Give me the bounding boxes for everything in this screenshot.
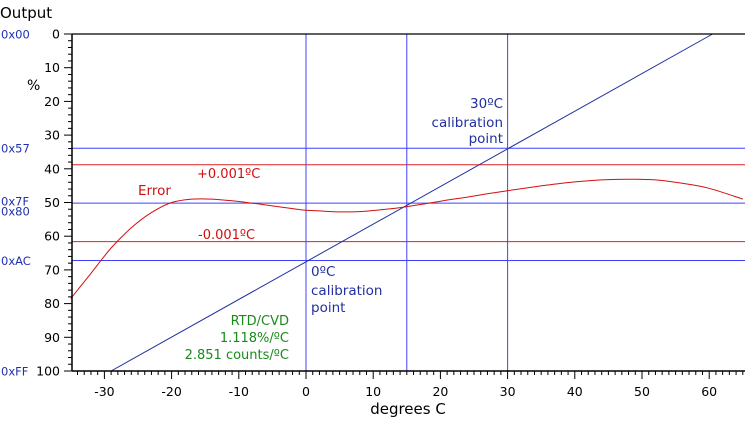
plus-error-limit-label: +0.001ºC bbox=[197, 167, 260, 182]
error-series-line bbox=[70, 178, 743, 299]
cal30-label-word: calibration bbox=[432, 115, 503, 131]
y-tick-label: 60 bbox=[44, 229, 60, 244]
y-tick-label: 90 bbox=[44, 330, 60, 345]
y-tick-label: 0 bbox=[52, 27, 60, 42]
chart-title: Output bbox=[0, 4, 52, 22]
y-tick-label: 100 bbox=[36, 364, 60, 379]
y-tick-label: 80 bbox=[44, 296, 60, 311]
x-tick-label: -20 bbox=[161, 384, 181, 399]
y-axis-label: % bbox=[27, 78, 40, 94]
rtd-cvd-series-line bbox=[110, 33, 713, 372]
hex-label-0x7f: 0x7F bbox=[1, 195, 29, 209]
x-tick-label: 20 bbox=[432, 384, 448, 399]
y-tick-label: 40 bbox=[44, 161, 60, 176]
rtd-cvd-label: RTD/CVD bbox=[231, 314, 289, 329]
x-tick-label: 10 bbox=[365, 384, 381, 399]
y-tick-label: 10 bbox=[44, 60, 60, 75]
hex-label-0x80: 0x80 bbox=[1, 204, 30, 218]
hex-label-0xff: 0xFF bbox=[1, 365, 28, 379]
x-tick-label: 50 bbox=[634, 384, 650, 399]
cal0-label-temp: 0ºC bbox=[311, 264, 335, 280]
error-label: Error bbox=[138, 183, 171, 199]
hex-label-0x57: 0x57 bbox=[1, 142, 30, 156]
x-tick-label: 60 bbox=[701, 384, 717, 399]
x-tick-label: -10 bbox=[229, 384, 249, 399]
rtd-cvd-percent-slope: 1.118%/ºC bbox=[220, 331, 289, 346]
x-tick-label: 30 bbox=[500, 384, 516, 399]
cal30-label-point: point bbox=[469, 131, 503, 147]
hex-label-0x00: 0x00 bbox=[1, 28, 30, 42]
minus-error-limit-label: -0.001ºC bbox=[198, 228, 255, 243]
x-tick-label: 0 bbox=[302, 384, 310, 399]
x-axis-label: degrees C bbox=[370, 400, 446, 418]
y-tick-label: 70 bbox=[44, 262, 60, 277]
cal30-label-temp: 30ºC bbox=[470, 96, 503, 112]
cal0-label-word: calibration bbox=[311, 283, 382, 299]
cal0-label-point: point bbox=[311, 300, 345, 316]
x-tick-label: 40 bbox=[567, 384, 583, 399]
y-tick-label: 30 bbox=[44, 128, 60, 143]
x-tick-label: -30 bbox=[94, 384, 114, 399]
rtd-cvd-counts-slope: 2.851 counts/ºC bbox=[185, 348, 289, 363]
y-tick-label: 20 bbox=[44, 94, 60, 109]
y-tick-label: 50 bbox=[44, 195, 60, 210]
hex-label-0xac: 0xAC bbox=[1, 254, 31, 268]
